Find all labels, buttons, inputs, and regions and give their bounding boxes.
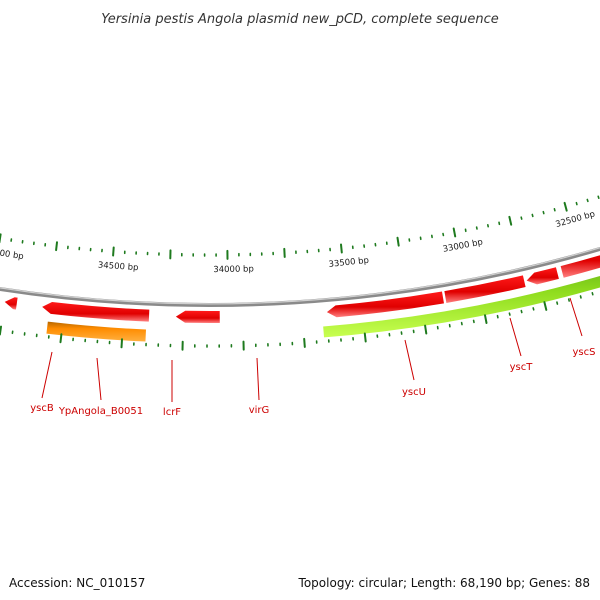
outer-tick xyxy=(452,227,457,238)
inner-tick xyxy=(579,295,582,299)
gene-arrow-yscu xyxy=(326,291,444,318)
inner-tick xyxy=(59,333,63,344)
gene-label-ypangola-b0051: YpAngola_B0051 xyxy=(58,406,143,417)
bp-label: 33000 bp xyxy=(442,237,484,254)
inner-tick xyxy=(120,338,123,349)
gene-feature-orange xyxy=(46,321,146,342)
bp-label: 35000 bp xyxy=(0,246,24,262)
gene-label-lcrf: lcrF xyxy=(163,407,181,418)
outer-tick xyxy=(563,201,568,212)
outer-tick xyxy=(396,236,400,247)
inner-tick xyxy=(424,324,428,335)
inner-tick-ring xyxy=(0,291,594,351)
inner-tick xyxy=(508,312,511,316)
inner-tick xyxy=(591,291,594,296)
outer-tick xyxy=(597,195,600,199)
outer-tick xyxy=(55,241,58,252)
gene-arrow-green-long xyxy=(323,275,600,338)
inner-tick xyxy=(567,298,571,302)
leader-line-yscs xyxy=(569,297,583,337)
gene-arrow-lcrf xyxy=(42,302,150,322)
gene-arrow-ysct xyxy=(444,275,526,303)
outer-tick xyxy=(112,246,115,257)
inner-tick xyxy=(303,337,306,348)
plasmid-backbone xyxy=(0,246,600,307)
outer-tick xyxy=(340,243,343,254)
bp-label: 34000 bp xyxy=(213,264,254,275)
gene-label-yscB: yscB xyxy=(30,403,54,414)
inner-tick xyxy=(520,309,523,314)
gene-features xyxy=(4,255,600,342)
outer-tick xyxy=(553,208,556,212)
inner-tick xyxy=(484,314,488,324)
outer-tick-ring xyxy=(0,195,600,260)
outer-tick xyxy=(0,233,2,244)
bp-label: 33500 bp xyxy=(328,256,369,270)
leader-line-ysct xyxy=(509,317,522,357)
accession-text: Accession: NC_010157 xyxy=(9,576,146,590)
plasmid-backbone-highlight xyxy=(0,247,600,305)
gene-arrow-yscs xyxy=(526,267,559,285)
leader-line-yscu xyxy=(404,339,415,381)
leader-line-virg xyxy=(256,357,260,401)
inner-tick xyxy=(363,332,367,343)
gene-label-yscu: yscU xyxy=(402,387,426,398)
outer-tick xyxy=(520,216,523,220)
gene-label-yscs: yscS xyxy=(573,347,596,358)
bp-label: 32500 bp xyxy=(554,209,596,230)
leader-line-yscB xyxy=(41,351,53,399)
inner-tick xyxy=(0,325,2,336)
outer-tick xyxy=(542,210,545,215)
map-title: Yersinia pestis Angola plasmid new_pCD, … xyxy=(101,12,499,27)
bp-label: 34500 bp xyxy=(98,261,139,274)
summary-text: Topology: circular; Length: 68,190 bp; G… xyxy=(298,576,590,590)
inner-tick xyxy=(532,307,535,311)
outer-tick xyxy=(586,198,589,203)
outer-tick xyxy=(575,201,578,206)
gene-labels: yscB YpAngola_B0051 lcrF virG yscU yscT … xyxy=(30,297,596,418)
gene-label-virg: virG xyxy=(249,405,270,416)
gene-arrow-ypangola-b0051 xyxy=(4,297,18,310)
outer-tick xyxy=(508,215,513,226)
gene-label-ysct: yscT xyxy=(510,362,534,373)
gene-arrow-yscr xyxy=(560,255,600,278)
inner-tick xyxy=(556,301,559,305)
outer-tick xyxy=(531,213,534,218)
leader-line-ypangola-b0051 xyxy=(96,357,102,401)
gene-arrow-virg xyxy=(175,310,220,323)
inner-tick xyxy=(543,301,548,311)
